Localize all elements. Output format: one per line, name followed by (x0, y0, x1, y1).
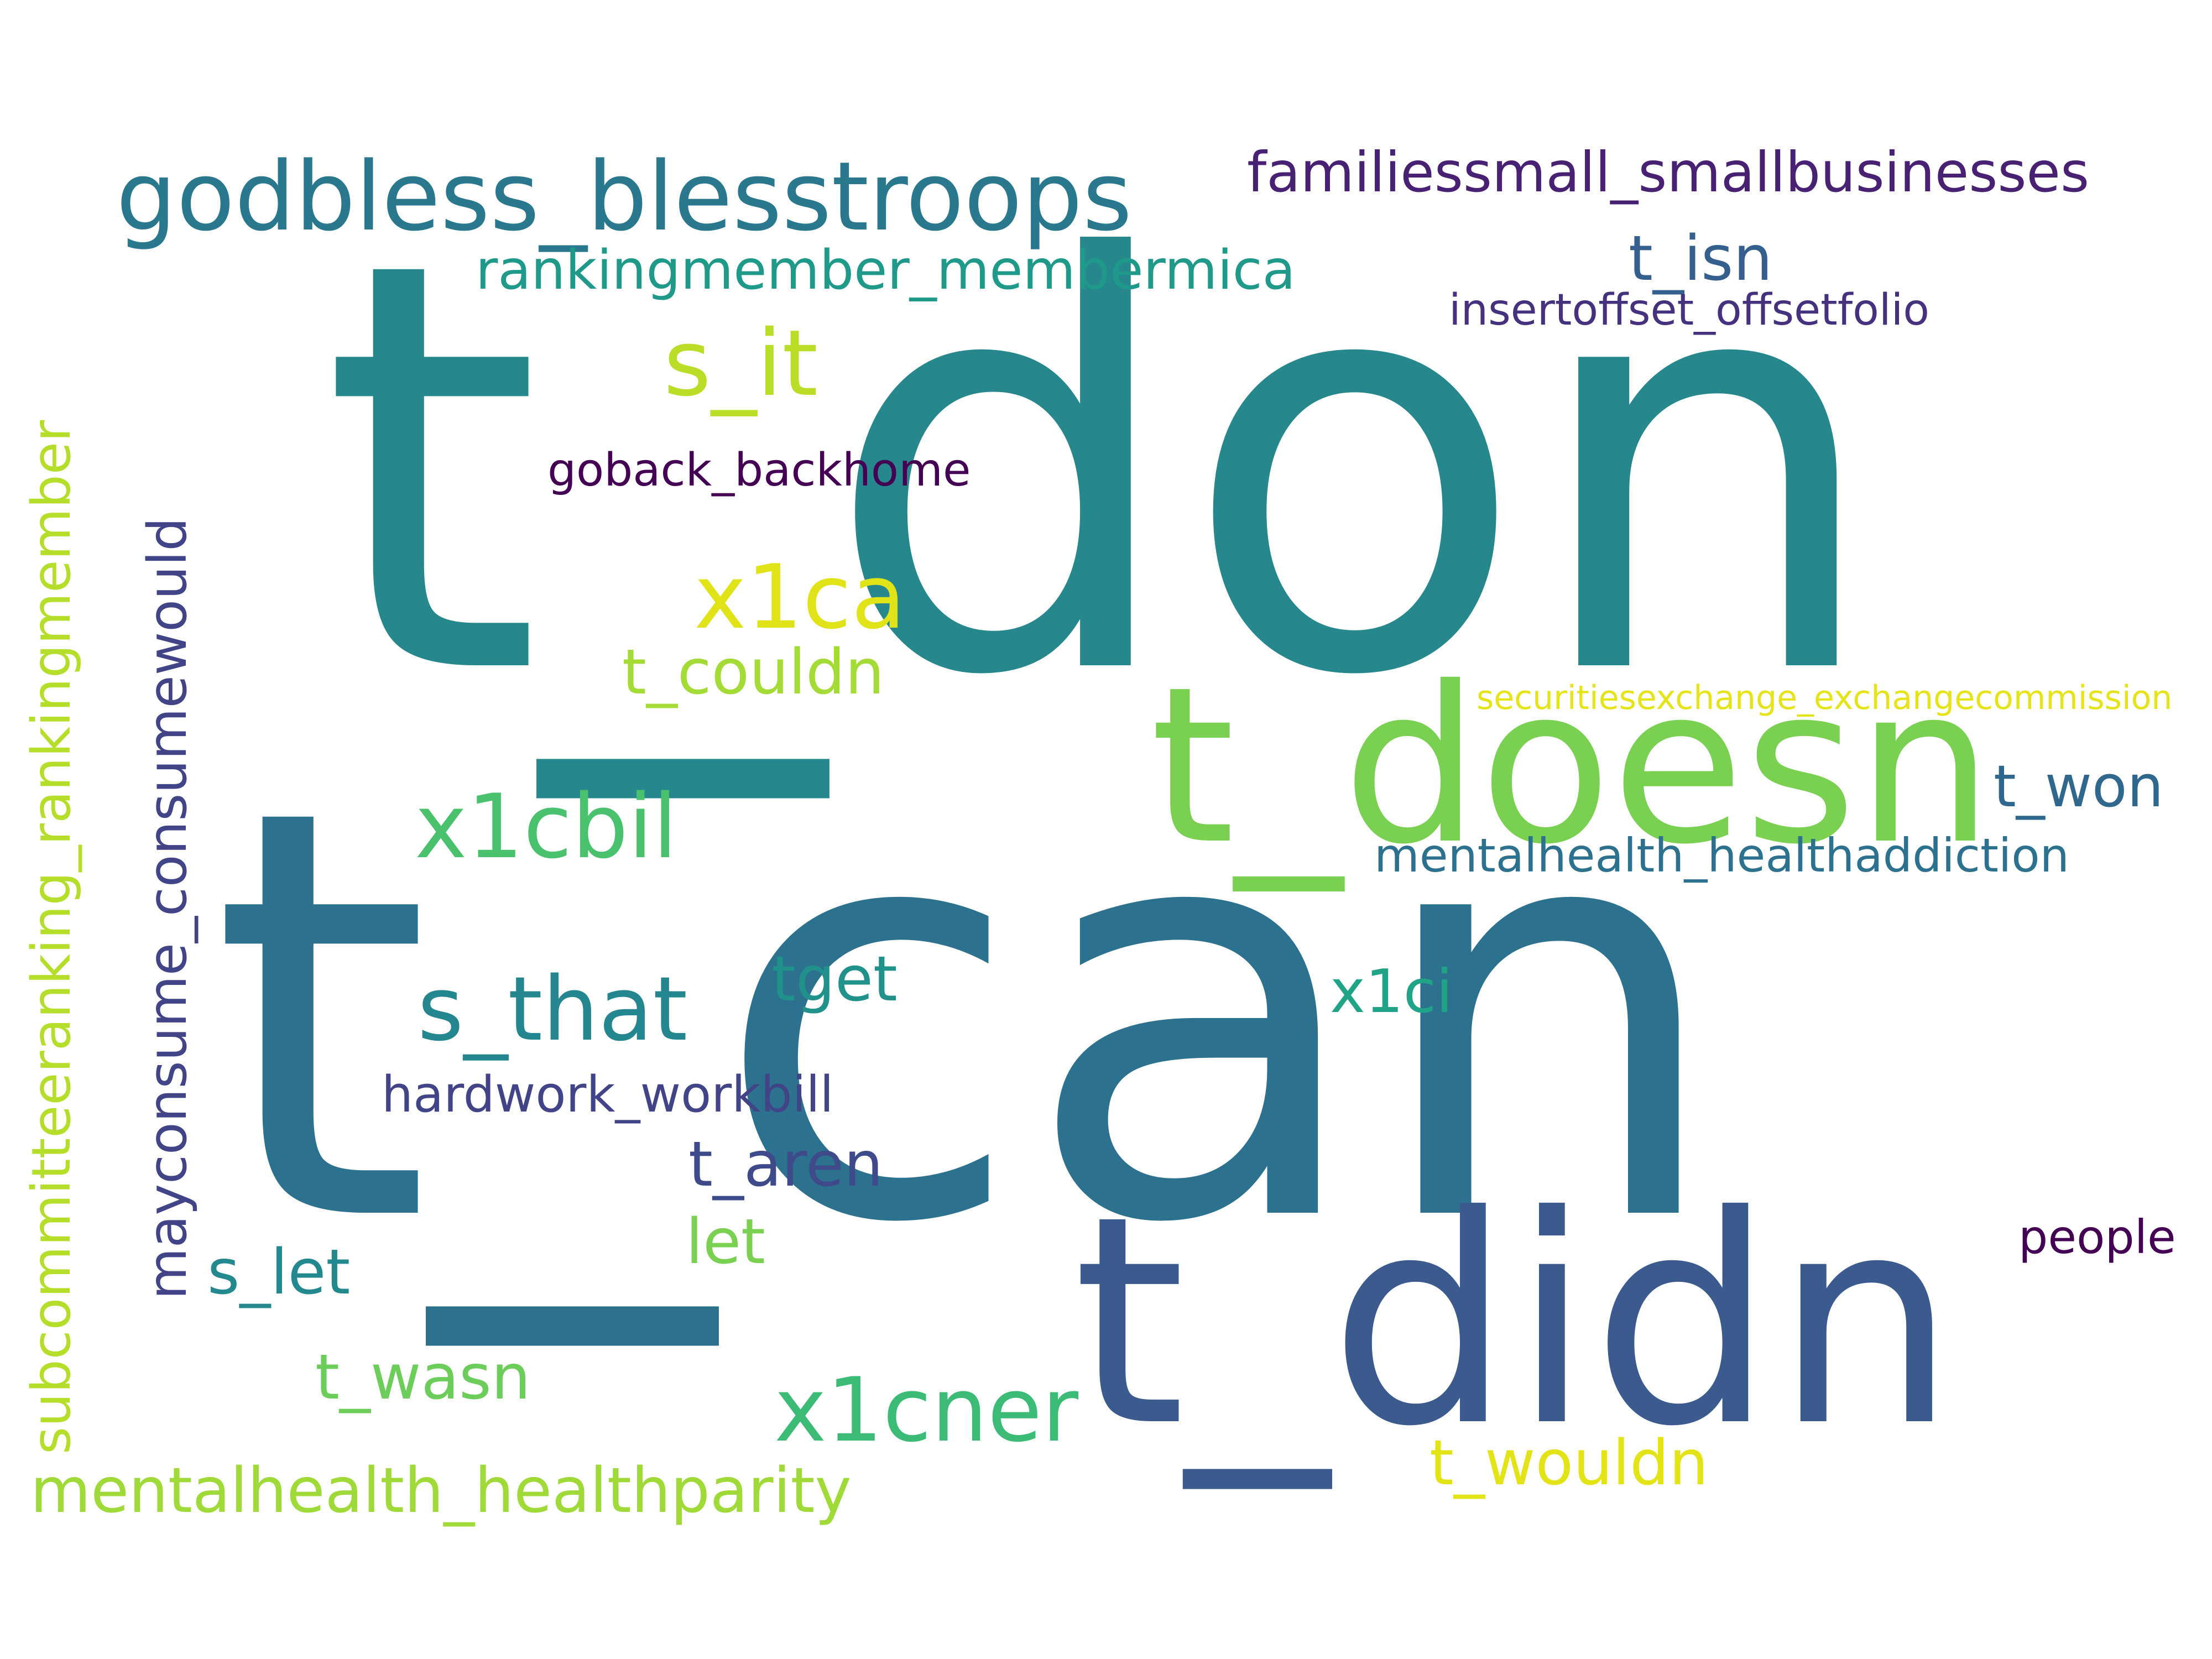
word-insertoffset-offsetfolio: insertoffset_offsetfolio (1449, 285, 1929, 335)
word-t-doesn: t_doesn (1150, 640, 1994, 891)
word-subcommitteeranking-rankingmember: subcommitteeranking_rankingmember (20, 420, 82, 1454)
word-x1ci: x1ci (1330, 957, 1453, 1026)
word-x1ca: x1ca (694, 545, 906, 649)
word-s-let: s_let (207, 1237, 351, 1308)
word-securitiesexchange-exchangecommission: securitiesexchange_exchangecommission (1477, 679, 2173, 717)
word-t-didn: t_didn (1073, 1154, 1957, 1489)
word-t-aren: t_aren (688, 1129, 884, 1201)
word-x1cner: x1cner (774, 1358, 1079, 1462)
word-x1cbil: x1cbil (415, 775, 677, 878)
word-t-couldn: t_couldn (622, 637, 885, 708)
word-s-it: s_it (664, 310, 818, 416)
word-mentalhealth-healthaddiction: mentalhealth_healthaddiction (1374, 828, 2069, 883)
word-t-can: t_can (210, 689, 1727, 1346)
word-t-don: t_don (321, 142, 1885, 799)
word-t-isn: t_isn (1629, 223, 1773, 295)
word-t-wouldn: t_wouldn (1430, 1427, 1709, 1499)
word-godbless-blesstroops: godbless_blesstroops (116, 141, 1133, 252)
word-t-wasn: t_wasn (315, 1342, 531, 1413)
word-goback-backhome: goback_backhome (547, 444, 971, 497)
word-rankingmember-membermica: rankingmember_membermica (476, 239, 1296, 302)
word-s-that: s_that (418, 957, 688, 1061)
word-mentalhealth-healthparity: mentalhealth_healthparity (30, 1455, 852, 1527)
word-let: let (686, 1206, 765, 1278)
word-tget: tget (771, 943, 898, 1015)
word-hardwork-workbill: hardwork_workbill (382, 1066, 834, 1124)
word-familiessmall-smallbusinesses: familiessmall_smallbusinesses (1247, 140, 2090, 205)
word-people: people (2018, 1210, 2176, 1264)
word-mayconsume-consumewould: mayconsume_consumewould (137, 517, 199, 1300)
word-t-won: t_won (1994, 753, 2164, 820)
